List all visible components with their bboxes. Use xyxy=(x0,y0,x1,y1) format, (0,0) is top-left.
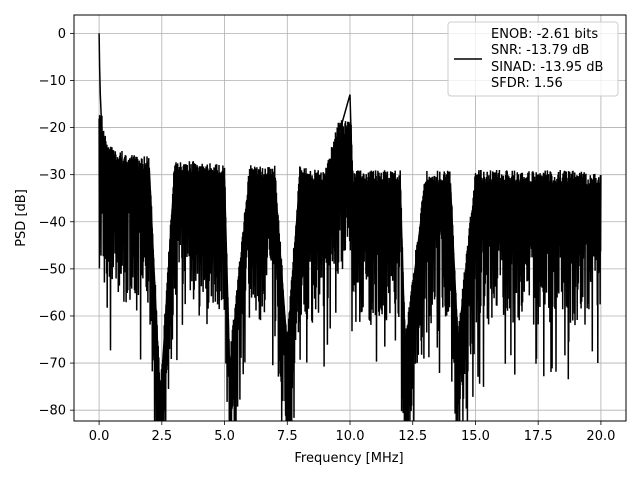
signal-trace xyxy=(98,33,602,422)
x-tick-label: 17.5 xyxy=(524,429,553,444)
legend-box xyxy=(447,21,619,97)
legend-snr: SNR: -13.79 dB xyxy=(491,43,589,58)
x-axis: 0.0 2.5 5.0 7.5 10.0 12.5 15.0 17.5 20.0 xyxy=(89,421,615,444)
y-axis-label: PSD [dB] xyxy=(14,189,29,247)
x-tick-label: 20.0 xyxy=(586,429,615,444)
y-tick-label: −70 xyxy=(39,357,66,372)
x-tick-label: 5.0 xyxy=(214,429,235,444)
legend: ENOB: -2.61 bits SNR: -13.79 dB SINAD: -… xyxy=(447,21,619,97)
noise-floor-trace xyxy=(98,115,602,422)
x-tick-label: 15.0 xyxy=(461,429,490,444)
x-tick-label: 7.5 xyxy=(277,429,298,444)
y-tick-label: −10 xyxy=(39,74,66,89)
y-tick-label: −30 xyxy=(39,168,66,183)
x-tick-label: 12.5 xyxy=(398,429,427,444)
y-tick-label: −60 xyxy=(39,309,66,324)
y-tick-label: −20 xyxy=(39,121,66,136)
x-tick-label: 2.5 xyxy=(151,429,172,444)
y-axis: 0 −10 −20 −30 −40 −50 −60 −70 −80 xyxy=(39,27,74,419)
y-tick-label: 0 xyxy=(58,27,66,42)
psd-envelope-line xyxy=(98,33,602,402)
y-tick-label: −40 xyxy=(39,215,66,230)
legend-sfdr: SFDR: 1.56 xyxy=(491,76,563,91)
x-tick-label: 0.0 xyxy=(89,429,110,444)
x-tick-label: 10.0 xyxy=(336,429,365,444)
legend-sinad: SINAD: -13.95 dB xyxy=(491,60,603,75)
legend-enob: ENOB: -2.61 bits xyxy=(491,27,598,42)
x-axis-label: Frequency [MHz] xyxy=(294,451,403,466)
y-tick-label: −50 xyxy=(39,262,66,277)
y-tick-label: −80 xyxy=(39,404,66,419)
